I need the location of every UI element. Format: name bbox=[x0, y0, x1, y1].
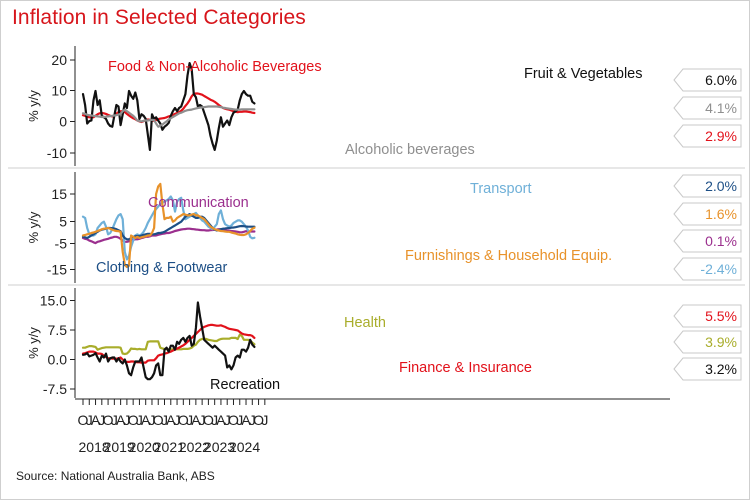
x-tick-label: J bbox=[236, 412, 243, 428]
x-tick-label: A bbox=[216, 412, 226, 428]
panel-bottom: % y/y 15.0 7.5 0.0 -7.5 Health Finance & Insur… bbox=[26, 288, 742, 398]
series-label: Recreation bbox=[210, 377, 280, 393]
y-axis-label: % y/y bbox=[26, 327, 41, 359]
y-tick-label: 20 bbox=[51, 52, 67, 68]
series-label: Health bbox=[344, 315, 386, 331]
x-tick-label: J bbox=[123, 412, 130, 428]
x-tick-label: A bbox=[241, 412, 251, 428]
x-year-label: 2018 bbox=[79, 439, 110, 455]
end-value-tag bbox=[673, 124, 742, 148]
end-value-tag bbox=[673, 68, 742, 92]
series-line-alcoholic-beverages bbox=[81, 105, 256, 128]
series-label: Furnishings & Household Equip. bbox=[405, 248, 612, 264]
end-value-tag bbox=[673, 96, 742, 120]
source-note: Source: National Australia Bank, ABS bbox=[16, 469, 215, 483]
end-value-label: 3.9% bbox=[705, 334, 737, 350]
series-label: Food & Non-Alcoholic Beverages bbox=[108, 59, 322, 75]
x-tick-label: A bbox=[91, 412, 101, 428]
x-tick-label: J bbox=[249, 412, 256, 428]
y-tick-label: -15 bbox=[47, 262, 67, 278]
series-label: Clothing & Footwear bbox=[96, 260, 228, 276]
end-value-label: 0.1% bbox=[705, 233, 737, 249]
series-line-fruit-vegetables bbox=[81, 61, 256, 151]
x-year-label: 2020 bbox=[129, 439, 160, 455]
x-tick-label: J bbox=[98, 412, 105, 428]
x-tick-label: J bbox=[224, 412, 231, 428]
x-tick-label: A bbox=[141, 412, 151, 428]
y-tick-label: 10 bbox=[51, 83, 67, 99]
y-tick-label: 0 bbox=[59, 114, 67, 130]
series-line-recreation bbox=[81, 301, 256, 381]
end-value-tag bbox=[673, 257, 742, 281]
series-label: Alcoholic beverages bbox=[345, 142, 475, 158]
end-value-tag bbox=[673, 229, 742, 253]
series-label: Finance & Insurance bbox=[399, 360, 532, 376]
x-tick-label: J bbox=[161, 412, 168, 428]
x-tick-label: O bbox=[178, 412, 189, 428]
y-axis-label: % y/y bbox=[26, 90, 41, 122]
x-tick-label: J bbox=[211, 412, 218, 428]
x-tick-label: O bbox=[78, 412, 89, 428]
y-tick-label: 5 bbox=[59, 214, 67, 230]
panel-middle: % y/y 15 5 -5 -15 Communication Transport Cloth… bbox=[8, 172, 745, 286]
y-tick-label: 0.0 bbox=[48, 352, 68, 368]
y-tick-label: -10 bbox=[47, 145, 67, 161]
x-year-label: 2021 bbox=[154, 439, 185, 455]
end-value-tag bbox=[673, 357, 742, 381]
end-value-label: 3.2% bbox=[705, 361, 737, 377]
x-tick-label: J bbox=[174, 412, 181, 428]
x-tick-label: J bbox=[111, 412, 118, 428]
x-year-label: 2024 bbox=[229, 439, 260, 455]
y-axis-label: % y/y bbox=[26, 211, 41, 243]
x-tick-label: J bbox=[199, 412, 206, 428]
x-tick-label: J bbox=[186, 412, 193, 428]
x-tick-label: J bbox=[86, 412, 93, 428]
y-tick-label: 15 bbox=[51, 186, 67, 202]
x-axis: OJAJOJAJOJAJOJAJOJAJOJAJOJAJOJ2018201920… bbox=[75, 398, 670, 455]
end-value-label: -2.4% bbox=[700, 261, 737, 277]
end-value-label: 2.9% bbox=[705, 128, 737, 144]
series-label: Fruit & Vegetables bbox=[524, 66, 643, 82]
y-tick-label: -5 bbox=[55, 236, 68, 252]
x-tick-label: O bbox=[153, 412, 164, 428]
x-year-label: 2023 bbox=[204, 439, 235, 455]
series-line-finance-insurance bbox=[81, 323, 256, 364]
series-label: Transport bbox=[470, 181, 532, 197]
end-value-tag bbox=[673, 202, 742, 226]
panel-top: % y/y 20 10 0 -10 Food & Non-Alcoholic Bevera… bbox=[8, 46, 745, 169]
x-tick-label: O bbox=[103, 412, 114, 428]
end-value-tag bbox=[673, 304, 742, 328]
end-value-label: 6.0% bbox=[705, 72, 737, 88]
series-line-communication bbox=[81, 227, 256, 245]
x-tick-label: O bbox=[253, 412, 264, 428]
x-tick-label: A bbox=[166, 412, 176, 428]
end-value-tag bbox=[673, 174, 742, 198]
y-tick-label: 15.0 bbox=[40, 293, 67, 309]
series-label: Communication bbox=[148, 195, 249, 211]
x-tick-label: J bbox=[136, 412, 143, 428]
x-tick-label: J bbox=[148, 412, 155, 428]
series-line-furnishings-household-equip bbox=[81, 182, 256, 269]
x-tick-label: A bbox=[191, 412, 201, 428]
y-tick-label: -7.5 bbox=[43, 381, 67, 397]
y-tick-label: 7.5 bbox=[48, 322, 68, 338]
chart-title: Inflation in Selected Categories bbox=[12, 6, 306, 29]
x-tick-label: A bbox=[116, 412, 126, 428]
end-value-label: 4.1% bbox=[705, 100, 737, 116]
x-year-label: 2019 bbox=[104, 439, 135, 455]
end-value-label: 2.0% bbox=[705, 178, 737, 194]
x-tick-label: O bbox=[128, 412, 139, 428]
x-tick-label: J bbox=[261, 412, 268, 428]
series-line-clothing-footwear bbox=[81, 213, 256, 241]
end-value-label: 1.6% bbox=[705, 206, 737, 222]
x-year-label: 2022 bbox=[179, 439, 210, 455]
end-value-label: 5.5% bbox=[705, 308, 737, 324]
x-tick-label: O bbox=[203, 412, 214, 428]
x-tick-label: O bbox=[228, 412, 239, 428]
end-value-tag bbox=[673, 330, 742, 354]
